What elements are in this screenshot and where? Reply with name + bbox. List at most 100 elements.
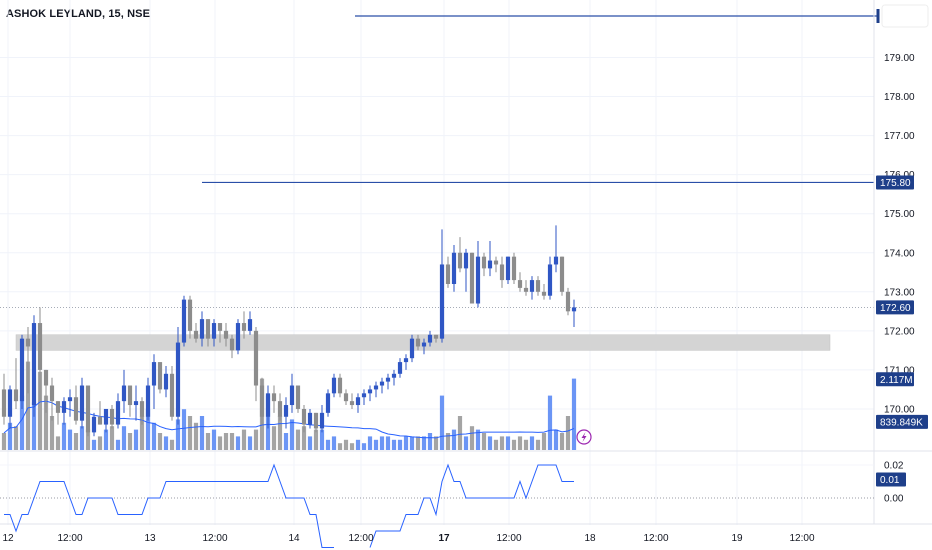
candle-body — [1, 389, 7, 417]
candle-body — [535, 280, 541, 292]
time-tick-label: 12:00 — [57, 533, 82, 544]
candle-body — [553, 256, 559, 265]
indicator-tick-label: 0.00 — [884, 494, 904, 505]
volume-bar — [79, 426, 85, 450]
candle-body — [127, 385, 133, 406]
volume-bar — [55, 436, 61, 450]
volume-bar — [397, 439, 403, 450]
volume-bar — [31, 402, 37, 450]
candle-body — [193, 330, 199, 339]
candle-body — [385, 377, 391, 382]
candle-body — [145, 385, 151, 417]
volume-bar — [199, 416, 205, 450]
line-handle[interactable] — [876, 9, 880, 23]
candle-body — [289, 385, 295, 406]
time-tick-label: 18 — [584, 533, 596, 544]
candle-body — [211, 323, 217, 339]
price-tick-label: 174.00 — [884, 248, 915, 259]
candle-body — [43, 369, 49, 386]
volume-bar — [67, 429, 73, 450]
volume-bar — [451, 429, 457, 450]
volume-bar — [481, 433, 487, 450]
candle-body — [337, 377, 343, 394]
time-tick-label: 14 — [288, 533, 300, 544]
candle-body — [523, 287, 529, 292]
price-tag-bg — [876, 175, 914, 190]
candle-body — [265, 393, 271, 417]
volume-bar — [175, 419, 181, 450]
candle-body — [463, 252, 469, 269]
volume-bar — [157, 433, 163, 450]
candle-body — [457, 252, 463, 269]
candle-body — [61, 401, 67, 413]
candle-body — [373, 385, 379, 390]
volume-bar — [439, 395, 445, 450]
header-box[interactable] — [881, 4, 929, 28]
candle-body — [421, 342, 427, 347]
candle-body — [91, 416, 97, 433]
candle-body — [451, 252, 457, 284]
candle-body — [481, 256, 487, 269]
candle-body — [517, 280, 523, 288]
candle-body — [283, 405, 289, 417]
volume-bar — [301, 426, 307, 450]
volume-bar — [385, 436, 391, 450]
volume-bar — [505, 436, 511, 450]
lightning-icon-glyph — [581, 432, 587, 442]
volume-bar — [511, 439, 517, 450]
candle-body — [235, 323, 241, 351]
volume-bar — [277, 416, 283, 450]
candle-body — [301, 408, 307, 425]
volume-ma-line — [3, 400, 575, 439]
candle-body — [547, 264, 553, 296]
candle-body — [55, 401, 61, 413]
volume-bar — [193, 422, 199, 450]
volume-bar — [247, 436, 253, 450]
candle-body — [571, 307, 577, 312]
volume-bar — [433, 436, 439, 450]
volume-bar — [445, 433, 451, 450]
volume-bar — [379, 436, 385, 450]
candle-body — [199, 319, 205, 339]
candle-body — [565, 291, 571, 312]
candle-body — [493, 260, 499, 265]
volume-bar — [85, 429, 91, 450]
volume-bar — [1, 433, 7, 450]
candle-body — [31, 323, 37, 406]
price-tag: 2.117M — [880, 375, 913, 386]
volume-bar — [49, 416, 55, 450]
candle-body — [499, 264, 505, 281]
volume-bar — [13, 426, 19, 450]
volume-bar — [391, 439, 397, 450]
candle-body — [175, 342, 181, 417]
candle-body — [319, 412, 325, 429]
volume-bar — [217, 436, 223, 450]
volume-bar — [427, 433, 433, 450]
volume-bar — [523, 439, 529, 450]
price-tick-label: 173.00 — [884, 287, 915, 298]
volume-bar — [535, 439, 541, 450]
volume-bar — [139, 416, 145, 450]
volume-bar — [229, 433, 235, 450]
candle-body — [325, 393, 331, 413]
candle-body — [49, 385, 55, 402]
volume-bar — [337, 443, 343, 450]
candle-body — [379, 381, 385, 386]
price-tag: 172.60 — [880, 303, 911, 314]
volume-bar — [211, 429, 217, 450]
price-tick-label: 179.00 — [884, 53, 915, 64]
candle-body — [169, 373, 175, 417]
candle-body — [79, 385, 85, 421]
volume-bar — [559, 433, 565, 450]
time-tick-label: 12 — [2, 533, 14, 544]
candle-body — [355, 397, 361, 406]
candle-body — [205, 319, 211, 339]
time-tick-label: 12:00 — [348, 533, 373, 544]
volume-bar — [475, 429, 481, 450]
volume-bar — [325, 439, 331, 450]
candle-body — [409, 338, 415, 359]
price-tag-bg — [876, 300, 914, 315]
candle-body — [121, 385, 127, 402]
volume-bar — [169, 439, 175, 450]
